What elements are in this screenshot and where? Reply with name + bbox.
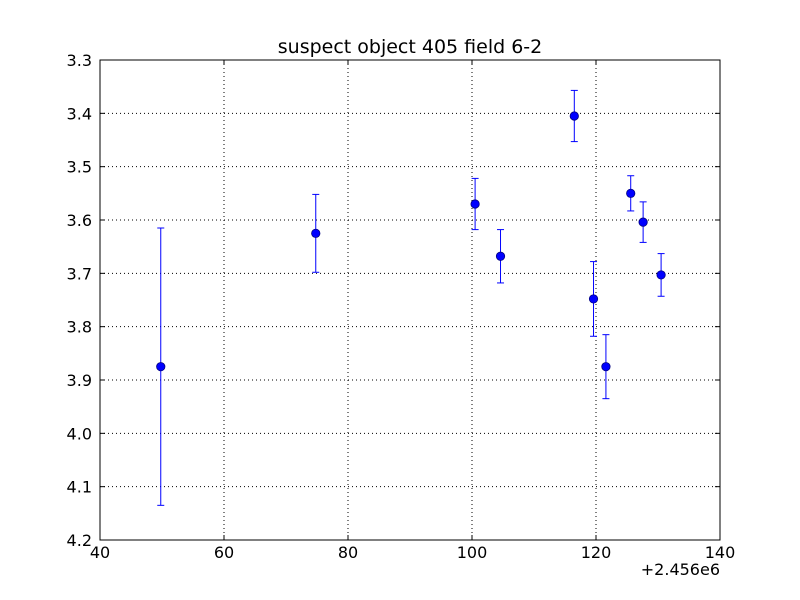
- axis-ticks: [99, 59, 721, 541]
- x-tick-label: 120: [581, 543, 612, 562]
- y-tick-label: 3.5: [67, 158, 92, 177]
- x-offset-label: +2.456e6: [641, 560, 720, 579]
- data-point: [601, 362, 611, 372]
- y-tick-label: 3.6: [67, 211, 92, 230]
- y-tick-label: 3.4: [67, 104, 92, 123]
- x-tick-label: 100: [457, 543, 488, 562]
- y-tick-label: 4.0: [67, 424, 92, 443]
- data-point: [626, 188, 636, 198]
- x-tick-label: 60: [214, 543, 234, 562]
- data-point: [569, 111, 579, 121]
- y-tick-label: 3.7: [67, 264, 92, 283]
- data-point: [156, 362, 166, 372]
- plot-frame: [99, 59, 721, 541]
- error-bars: [157, 89, 665, 506]
- chart-title: suspect object 405 field 6-2: [278, 36, 543, 58]
- y-tick-label: 3.8: [67, 318, 92, 337]
- x-tick-label: 140: [705, 543, 736, 562]
- y-tick-label: 3.9: [67, 371, 92, 390]
- y-tick-label: 3.3: [67, 51, 92, 70]
- x-tick-label: 80: [338, 543, 358, 562]
- data-point: [656, 270, 666, 280]
- y-tick-label: 4.2: [67, 531, 92, 550]
- data-points: [156, 111, 666, 372]
- data-point: [588, 294, 599, 304]
- data-point: [495, 251, 506, 261]
- x-tick-labels: 40 60 80 100 120 140: [90, 543, 735, 562]
- data-point: [311, 228, 321, 238]
- x-tick-label: 40: [90, 543, 110, 562]
- grid-lines: [100, 60, 720, 540]
- y-tick-label: 4.1: [67, 478, 92, 497]
- data-point: [638, 217, 648, 227]
- data-point: [470, 199, 480, 209]
- y-tick-labels: 3.3 3.4 3.5 3.6 3.7 3.8 3.9 4.0 4.1 4.2: [67, 51, 92, 550]
